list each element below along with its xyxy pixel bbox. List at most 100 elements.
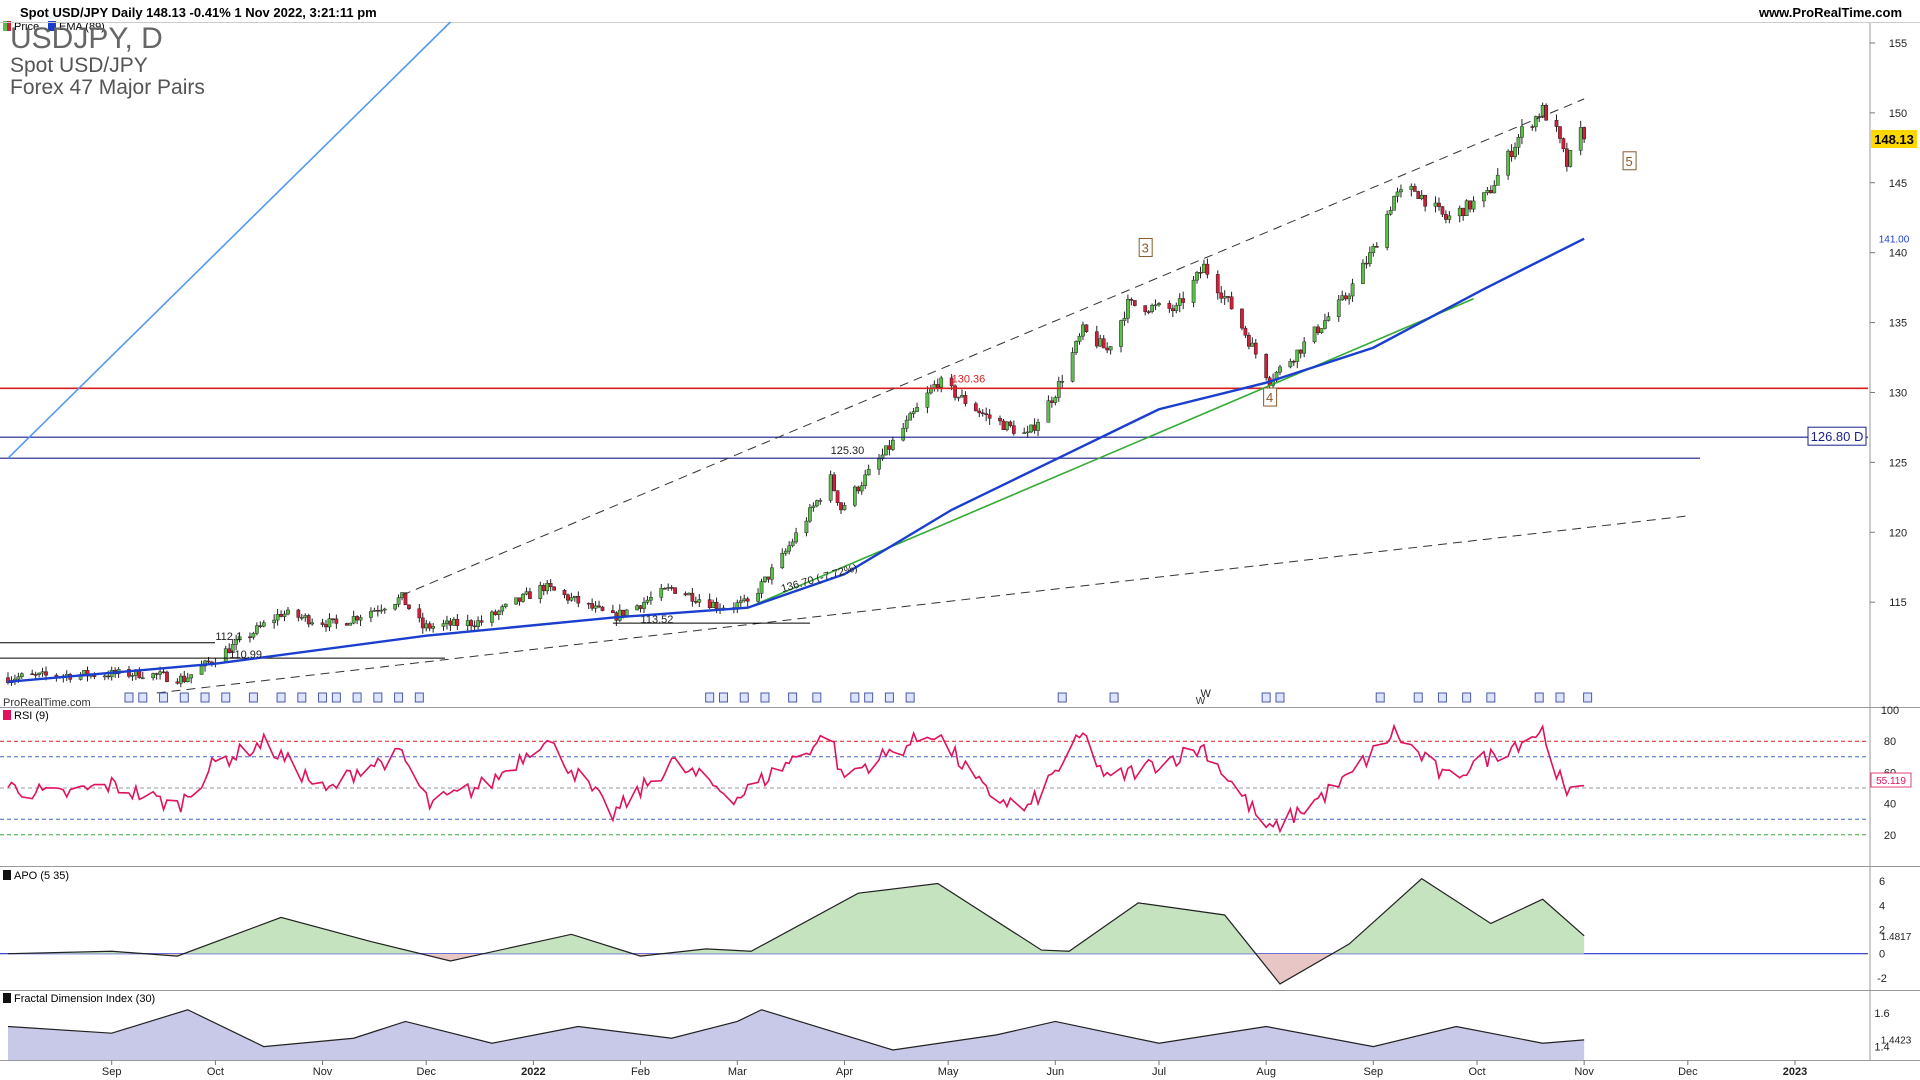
candle-up [1513, 147, 1517, 158]
rsi-legend[interactable]: RSI (9) [3, 710, 49, 722]
candle-up [1419, 194, 1424, 199]
candle-up [1025, 431, 1030, 434]
watermark: ProRealTime.com [3, 697, 91, 709]
candle-up [327, 618, 332, 628]
candle-up [1395, 191, 1400, 197]
candle-up [1056, 381, 1061, 398]
candle-down [977, 410, 982, 414]
candle-up [1174, 305, 1179, 312]
candle-down [1437, 202, 1441, 207]
apo-swatch-icon [3, 870, 11, 880]
candle-down [562, 590, 567, 596]
candle-down [1374, 246, 1379, 248]
fdi-tick-label: 1.4 [1874, 1042, 1889, 1054]
candle-up [275, 614, 280, 621]
candle-down [85, 670, 90, 677]
candle-up [503, 603, 508, 607]
candle-up [617, 609, 622, 621]
candle-down [638, 605, 643, 609]
candle-up [790, 541, 795, 547]
candle-up [770, 567, 774, 580]
candle-down [597, 605, 601, 608]
candle-down [590, 603, 594, 609]
ema-value-label: 141.00 [1879, 235, 1910, 246]
apo-legend[interactable]: APO (5 35) [3, 870, 69, 882]
candle-up [1492, 185, 1497, 194]
candle-up [521, 593, 525, 602]
candle-down [320, 622, 325, 625]
candle-down [448, 620, 453, 626]
event-calendar-icon [705, 692, 715, 703]
event-calendar-icon [1375, 692, 1385, 703]
candle-down [745, 598, 750, 602]
candle-down [227, 648, 232, 653]
x-tick-label: Oct [207, 1066, 224, 1078]
fdi-legend[interactable]: Fractal Dimension Index (30) [3, 993, 155, 1005]
price-legend[interactable]: Price [3, 21, 39, 33]
candle-down [182, 675, 187, 682]
price-tick-label: 120 [1889, 527, 1907, 539]
candle-up [901, 427, 906, 441]
candle-up [1005, 421, 1009, 430]
event-calendar-icon [1462, 692, 1472, 703]
event-calendar-icon [1583, 692, 1593, 703]
apo-positive-area [8, 878, 1585, 954]
candle-up [151, 673, 156, 679]
apo-tick-label: 2 [1879, 925, 1885, 937]
candle-up [400, 592, 404, 599]
candle-up [1350, 283, 1355, 297]
fdi-tick-label: 1.6 [1874, 1008, 1889, 1020]
level-label: 126.80 D [1811, 429, 1864, 444]
candle-up [1516, 136, 1521, 148]
candle-up [1371, 246, 1376, 253]
candle-up [282, 613, 287, 617]
candle-up [1464, 200, 1469, 216]
candle-down [493, 611, 498, 615]
fdi-legend-label: Fractal Dimension Index (30) [14, 993, 156, 1005]
candle-down [586, 602, 591, 605]
wave-label: 3 [1142, 240, 1149, 255]
candle-up [1029, 424, 1033, 433]
candle-up [1347, 295, 1351, 300]
candle-down [1364, 262, 1369, 265]
candle-down [1240, 308, 1244, 329]
candle-up [735, 602, 740, 608]
candle-up [272, 619, 276, 623]
candle-up [1222, 296, 1227, 299]
candle-down [1565, 148, 1569, 167]
candle-up [649, 597, 653, 601]
candle-down [887, 445, 892, 450]
candle-up [794, 532, 798, 543]
candle-up [382, 608, 387, 611]
price-annotation: 136.70 (-7.72%) [780, 562, 859, 595]
candle-up [666, 587, 671, 589]
candle-up [16, 676, 21, 680]
candle-down [1544, 105, 1548, 121]
candle-up [711, 601, 715, 608]
candle-up [358, 617, 363, 621]
event-calendar-icon [276, 692, 286, 703]
ema-legend[interactable]: EMA (89) [48, 21, 105, 33]
candle-up [1077, 335, 1082, 342]
site-url[interactable]: www.ProRealTime.com [1758, 5, 1902, 20]
candle-down [1011, 425, 1016, 434]
candle-up [255, 625, 259, 634]
candle-up [310, 622, 315, 625]
candle-down [420, 617, 425, 629]
candle-down [963, 395, 968, 404]
candle-up [687, 592, 691, 596]
price-annotation: 113.52 [641, 614, 674, 626]
candle-up [1409, 186, 1414, 190]
x-tick-label: Mar [728, 1066, 747, 1078]
candle-down [1264, 353, 1269, 379]
instrument-list: Forex 47 Major Pairs [10, 76, 205, 99]
candle-up [178, 675, 183, 684]
candle-down [621, 609, 626, 616]
candle-up [1485, 190, 1490, 193]
candle-up [445, 620, 449, 624]
candle-up [1053, 397, 1058, 403]
candle-down [935, 384, 940, 388]
candle-up [348, 622, 353, 626]
candle-down [334, 618, 339, 624]
